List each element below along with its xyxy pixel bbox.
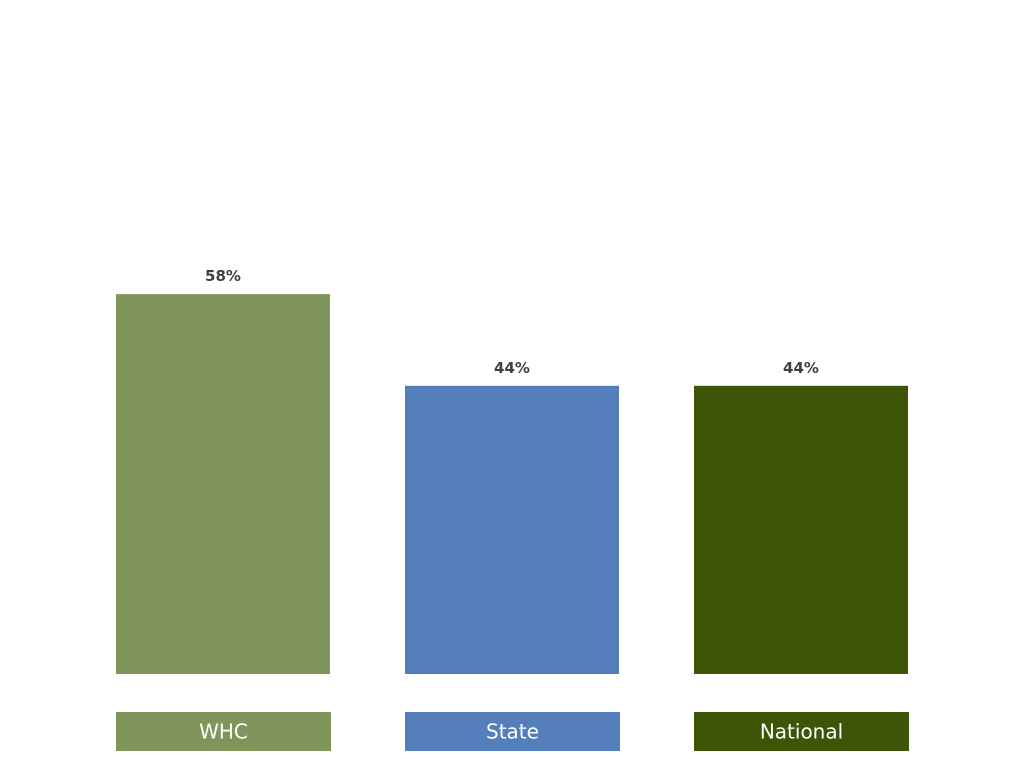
legend-swatch-national (694, 712, 909, 751)
data-label-whc: 58% (205, 267, 241, 285)
legend: WHC State National (116, 712, 909, 751)
data-label-national: 44% (783, 359, 819, 377)
legend-label-state: State (486, 720, 539, 744)
legend-entry-national: National (694, 712, 909, 751)
legend-label-whc: WHC (199, 720, 248, 744)
legend-swatch-whc (116, 712, 331, 751)
bars-group (116, 294, 908, 674)
legend-swatch-state (405, 712, 620, 751)
bar-whc (116, 294, 330, 674)
value-labels-group: 58% 44% 44% (205, 267, 819, 377)
legend-entry-state: State (405, 712, 620, 751)
bar-state (405, 385, 619, 674)
legend-label-national: National (760, 720, 843, 744)
legend-entry-whc: WHC (116, 712, 331, 751)
data-label-state: 44% (494, 359, 530, 377)
bar-national (694, 385, 908, 674)
